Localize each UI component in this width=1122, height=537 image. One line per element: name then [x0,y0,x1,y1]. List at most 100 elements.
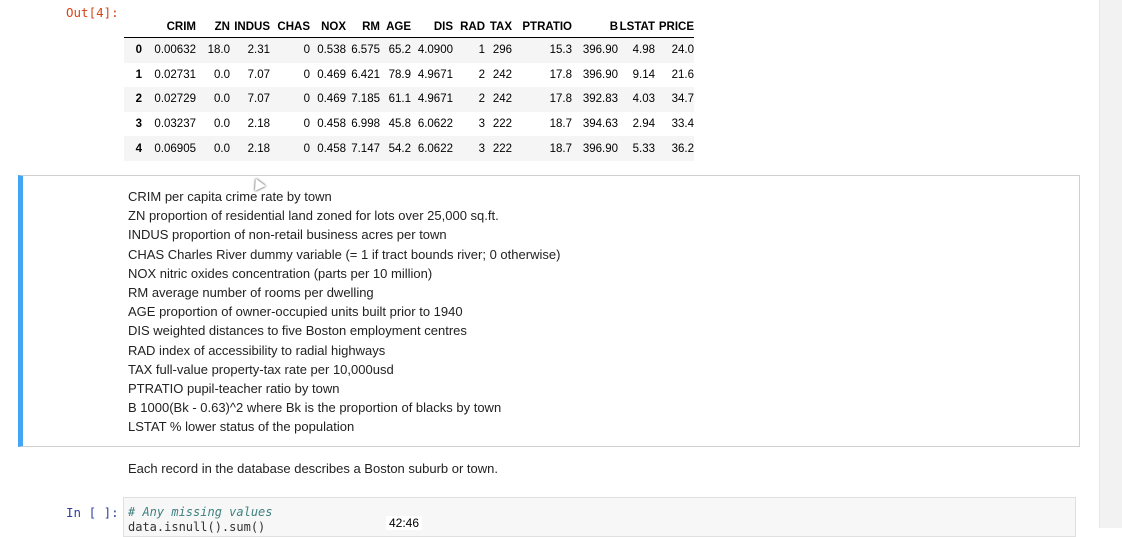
column-header: PRICE [655,17,694,38]
table-cell: 18.7 [549,118,572,131]
feature-description-line: NOX nitric oxides concentration (parts p… [128,265,433,281]
table-cell: 5.33 [632,142,655,155]
table-cell: 222 [492,118,512,131]
dataset-description: Each record in the database describes a … [128,461,498,476]
feature-description-line: AGE proportion of owner-occupied units b… [128,304,463,320]
feature-description-line: ZN proportion of residential land zoned … [128,208,499,224]
column-header: ZN [196,17,230,38]
code-editor[interactable]: # Any missing values data.isnull().sum() [128,505,273,535]
feature-description-line: RAD index of accessibility to radial hig… [128,342,386,358]
table-cell: 6.0622 [417,142,453,155]
table-cell: 0.0 [214,142,230,155]
feature-description-line: B 1000(Bk - 0.63)^2 where Bk is the prop… [128,400,502,416]
table-cell: 242 [492,93,512,106]
table-cell: 392.83 [582,93,618,106]
table-row: 4 0.06905 0.0 2.18 0 0.458 7.147 54.2 6.0622 3 222… [124,136,694,161]
table-cell: 2.18 [247,118,270,131]
feature-description-line: INDUS proportion of non-retail business … [128,227,447,243]
table-cell: 6.998 [351,118,380,131]
table-row: 1 0.02731 0.0 7.07 0 0.469 6.421 78.9 4.9671 2 242… [124,63,694,88]
table-cell: 0.469 [317,93,346,106]
table-cell: 6.0622 [417,118,453,131]
dataframe-table: CRIM ZN INDUS CHAS NOX RM AGE DIS RAD TAX PTRATIO B… [124,17,694,161]
table-cell: 18.0 [207,44,230,57]
table-cell: 4.9671 [417,93,453,106]
column-header: CRIM [142,17,196,38]
table-cell: 17.8 [549,68,572,81]
table-cell: 0.02731 [154,68,196,81]
table-cell: 0.538 [317,44,346,57]
feature-description-list: CRIM per capita crime rate by town ZN pro… [128,187,560,437]
table-cell: 6.575 [351,44,380,57]
column-header: RAD [453,17,485,38]
table-cell: 0.458 [317,118,346,131]
feature-description-line: DIS weighted distances to five Boston em… [128,323,467,339]
table-cell: 396.90 [582,68,618,81]
table-cell: 34.7 [671,93,694,106]
row-index: 2 [135,93,142,106]
code-comment: # Any missing values [128,505,273,519]
table-cell: 0 [303,44,310,57]
table-row: 3 0.03237 0.0 2.18 0 0.458 6.998 45.8 6.0622 3 222… [124,112,694,137]
table-cell: 7.07 [247,93,270,106]
table-cell: 242 [492,68,512,81]
table-cell: 394.63 [582,118,618,131]
column-header [124,17,142,38]
table-cell: 3 [478,142,485,155]
feature-description-line: PTRATIO pupil-teacher ratio by town [128,381,340,397]
table-row: 2 0.02729 0.0 7.07 0 0.469 7.185 61.1 4.9671 2 242… [124,87,694,112]
column-header: PTRATIO [512,17,572,38]
table-cell: 9.14 [632,68,655,81]
table-cell: 33.4 [671,118,694,131]
feature-description-line: TAX full-value property-tax rate per 10,… [128,361,394,377]
row-index: 4 [135,142,142,155]
table-cell: 36.2 [671,142,694,155]
column-header: INDUS [230,17,270,38]
table-cell: 2.31 [247,44,270,57]
table-cell: 0.03237 [154,118,196,131]
table-cell: 2 [478,93,485,106]
row-index: 0 [135,44,142,57]
column-header: NOX [310,17,346,38]
row-index: 3 [135,118,142,131]
table-header-row: CRIM ZN INDUS CHAS NOX RM AGE DIS RAD TAX PTRATIO B… [124,17,694,38]
table-cell: 0 [303,142,310,155]
table-cell: 0.06905 [154,142,196,155]
table-cell: 1 [478,44,485,57]
table-cell: 296 [492,44,512,57]
table-cell: 2 [478,68,485,81]
table-cell: 7.147 [351,142,380,155]
table-cell: 0.469 [317,68,346,81]
table-cell: 0 [303,68,310,81]
column-header: LSTAT [618,17,655,38]
table-cell: 6.421 [351,68,380,81]
column-header: RM [346,17,380,38]
table-row: 0 0.00632 18.0 2.31 0 0.538 6.575 65.2 4.0900 1 29… [124,37,694,63]
table-cell: 54.2 [388,142,411,155]
table-cell: 4.9671 [417,68,453,81]
feature-description-line: CHAS Charles River dummy variable (= 1 i… [128,246,561,262]
output-prompt: Out[4]: [66,5,119,20]
table-cell: 0.0 [214,93,230,106]
table-body: 0 0.00632 18.0 2.31 0 0.538 6.575 65.2 4.0900 1 29… [124,37,694,161]
table-cell: 21.6 [671,68,694,81]
table-cell: 0.0 [214,68,230,81]
table-cell: 45.8 [388,118,411,131]
scrollbar-track[interactable] [1099,0,1122,528]
table-cell: 17.8 [549,93,572,106]
table-cell: 2.18 [247,142,270,155]
table-cell: 4.0900 [417,44,453,57]
table-cell: 0.0 [214,118,230,131]
feature-description-line: CRIM per capita crime rate by town [128,189,332,204]
table-cell: 396.90 [582,142,618,155]
row-index: 1 [135,68,142,81]
feature-description-line: LSTAT % lower status of the population [128,419,355,435]
input-prompt: In [ ]: [66,505,119,520]
table-cell: 78.9 [388,68,411,81]
table-cell: 0.02729 [154,93,196,106]
column-header: AGE [380,17,411,38]
table-cell: 3 [478,118,485,131]
markdown-cell[interactable] [18,175,1080,447]
column-header: DIS [411,17,453,38]
feature-description-line: RM average number of rooms per dwelling [128,285,374,301]
